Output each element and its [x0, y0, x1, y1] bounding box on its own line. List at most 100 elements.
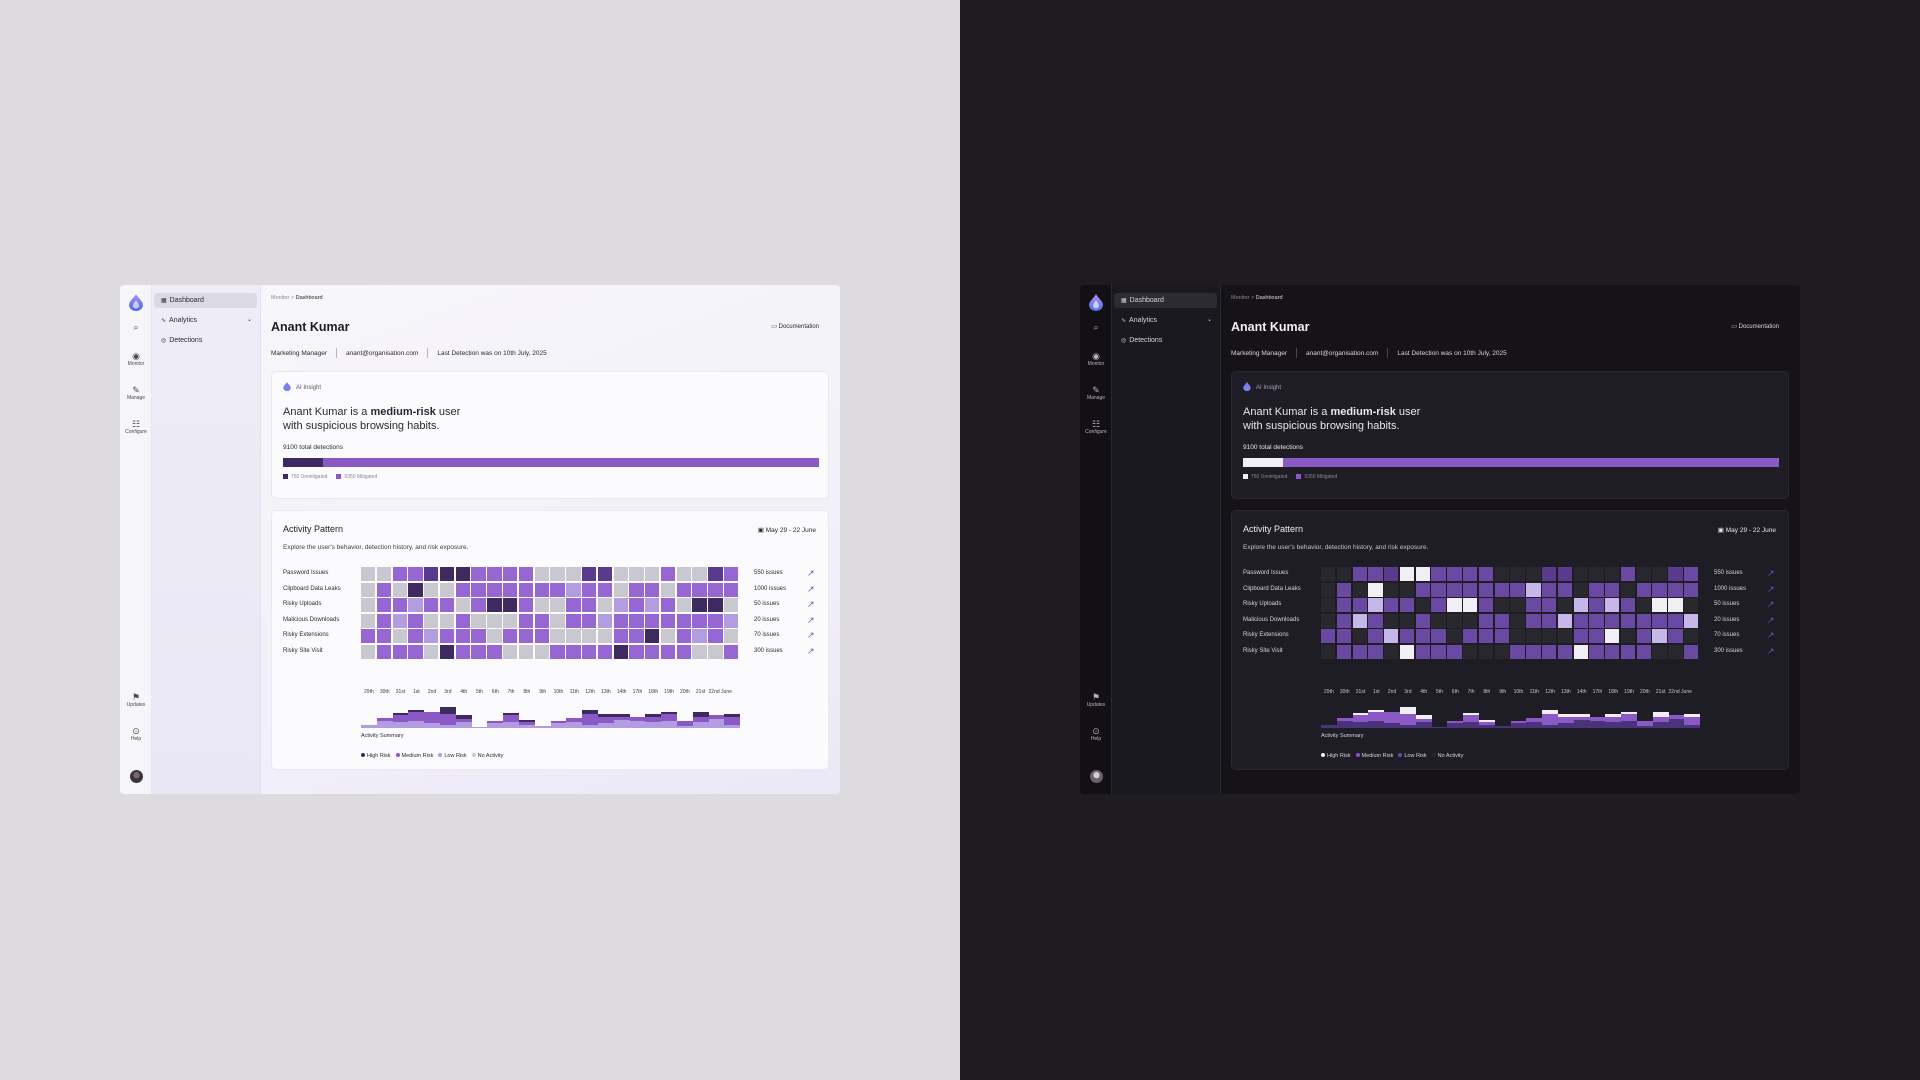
heatmap-cell[interactable] — [1463, 644, 1478, 659]
heatmap-cell[interactable] — [1541, 613, 1557, 628]
heatmap-cell[interactable] — [424, 629, 439, 643]
breadcrumb-parent[interactable]: Monitor — [1231, 295, 1250, 301]
heatmap-cell[interactable] — [1620, 629, 1636, 643]
heatmap-cell[interactable] — [1652, 598, 1667, 612]
arrow-up-right-icon[interactable]: ↗ — [807, 614, 815, 625]
heatmap-cell[interactable] — [660, 629, 676, 643]
heatmap-cell[interactable] — [376, 613, 392, 628]
heatmap-cell[interactable] — [613, 629, 628, 643]
heatmap-cell[interactable] — [1431, 629, 1446, 643]
heatmap-cell[interactable] — [613, 582, 628, 597]
heatmap-cell[interactable] — [1573, 582, 1588, 597]
heatmap-cell[interactable] — [597, 629, 613, 643]
nav-detections[interactable]: ◎ Detections — [154, 333, 257, 348]
heatmap-cell[interactable] — [1478, 598, 1494, 612]
heatmap-cell[interactable] — [1463, 629, 1478, 643]
documentation-link[interactable]: ▭ Documentation — [1731, 323, 1779, 330]
arrow-up-right-icon[interactable]: ↗ — [807, 583, 815, 594]
heatmap-cell[interactable] — [439, 644, 455, 659]
heatmap-cell[interactable] — [1368, 598, 1383, 612]
heatmap-cell[interactable] — [708, 629, 723, 643]
heatmap-cell[interactable] — [455, 644, 471, 659]
heatmap-cell[interactable] — [518, 644, 534, 659]
heatmap-cell[interactable] — [1368, 582, 1383, 597]
heatmap-cell[interactable] — [1321, 567, 1336, 581]
heatmap-cell[interactable] — [1478, 613, 1494, 628]
heatmap-cell[interactable] — [581, 598, 597, 612]
heatmap-cell[interactable] — [455, 582, 471, 597]
heatmap-cell[interactable] — [518, 598, 534, 612]
search-rail-button[interactable]: ⌕ — [1080, 322, 1112, 332]
heatmap-cell[interactable] — [534, 644, 549, 659]
heatmap-cell[interactable] — [708, 644, 723, 659]
heatmap-cell[interactable] — [660, 613, 676, 628]
heatmap-cell[interactable] — [1399, 582, 1415, 597]
heatmap-cell[interactable] — [1368, 613, 1383, 628]
heatmap-cell[interactable] — [566, 629, 581, 643]
heatmap-cell[interactable] — [1683, 582, 1699, 597]
heatmap-cell[interactable] — [534, 613, 549, 628]
heatmap-cell[interactable] — [1557, 644, 1573, 659]
heatmap-cell[interactable] — [1541, 629, 1557, 643]
heatmap-cell[interactable] — [1636, 613, 1651, 628]
heatmap-cell[interactable] — [1336, 582, 1352, 597]
heatmap-cell[interactable] — [1605, 567, 1620, 581]
heatmap-cell[interactable] — [439, 629, 455, 643]
nav-analytics[interactable]: ∿ Analytics ⌄ — [1114, 313, 1217, 328]
heatmap-cell[interactable] — [1589, 598, 1604, 612]
heatmap-cell[interactable] — [1510, 629, 1525, 643]
heatmap-cell[interactable] — [1494, 582, 1509, 597]
heatmap-cell[interactable] — [660, 644, 676, 659]
heatmap-cell[interactable] — [613, 644, 628, 659]
heatmap-cell[interactable] — [645, 598, 660, 612]
heatmap-cell[interactable] — [629, 567, 644, 581]
heatmap-cell[interactable] — [1368, 644, 1383, 659]
arrow-up-right-icon[interactable]: ↗ — [1767, 583, 1775, 594]
heatmap-cell[interactable] — [1352, 629, 1367, 643]
monitor-rail-button[interactable]: ◉ Monitor — [1080, 351, 1112, 367]
heatmap-cell[interactable] — [1384, 613, 1399, 628]
heatmap-cell[interactable] — [692, 598, 707, 612]
heatmap-cell[interactable] — [566, 582, 581, 597]
heatmap-cell[interactable] — [1352, 582, 1367, 597]
heatmap-cell[interactable] — [1589, 582, 1604, 597]
heatmap-cell[interactable] — [723, 567, 739, 581]
heatmap-cell[interactable] — [471, 613, 486, 628]
heatmap-cell[interactable] — [1447, 644, 1462, 659]
heatmap-cell[interactable] — [1573, 567, 1588, 581]
heatmap-cell[interactable] — [723, 644, 739, 659]
heatmap-cell[interactable] — [1557, 613, 1573, 628]
documentation-link[interactable]: ▭ Documentation — [771, 323, 819, 330]
heatmap-cell[interactable] — [439, 613, 455, 628]
heatmap-cell[interactable] — [550, 629, 565, 643]
heatmap-cell[interactable] — [1589, 613, 1604, 628]
heatmap-cell[interactable] — [424, 644, 439, 659]
heatmap-cell[interactable] — [376, 567, 392, 581]
heatmap-cell[interactable] — [455, 567, 471, 581]
heatmap-cell[interactable] — [1605, 613, 1620, 628]
arrow-up-right-icon[interactable]: ↗ — [1767, 614, 1775, 625]
heatmap-cell[interactable] — [1620, 644, 1636, 659]
heatmap-cell[interactable] — [1541, 598, 1557, 612]
heatmap-cell[interactable] — [581, 629, 597, 643]
heatmap-cell[interactable] — [1668, 567, 1683, 581]
monitor-rail-button[interactable]: ◉ Monitor — [120, 351, 152, 367]
heatmap-cell[interactable] — [1431, 567, 1446, 581]
heatmap-cell[interactable] — [660, 567, 676, 581]
heatmap-cell[interactable] — [455, 629, 471, 643]
heatmap-cell[interactable] — [613, 567, 628, 581]
heatmap-cell[interactable] — [487, 582, 502, 597]
heatmap-cell[interactable] — [550, 598, 565, 612]
heatmap-cell[interactable] — [1573, 644, 1588, 659]
heatmap-cell[interactable] — [566, 567, 581, 581]
heatmap-cell[interactable] — [518, 567, 534, 581]
heatmap-cell[interactable] — [1415, 582, 1431, 597]
heatmap-cell[interactable] — [1668, 629, 1683, 643]
heatmap-cell[interactable] — [1510, 598, 1525, 612]
heatmap-cell[interactable] — [1652, 613, 1667, 628]
heatmap-cell[interactable] — [503, 613, 518, 628]
heatmap-cell[interactable] — [676, 644, 691, 659]
heatmap-cell[interactable] — [424, 567, 439, 581]
updates-rail-button[interactable]: ⚑ Updates — [1080, 692, 1112, 708]
heatmap-cell[interactable] — [613, 598, 628, 612]
